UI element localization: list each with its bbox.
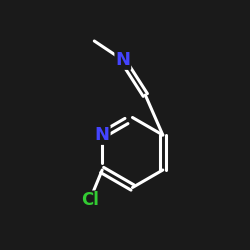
Text: Cl: Cl bbox=[81, 191, 99, 209]
Text: N: N bbox=[115, 51, 130, 69]
Text: N: N bbox=[95, 126, 110, 144]
